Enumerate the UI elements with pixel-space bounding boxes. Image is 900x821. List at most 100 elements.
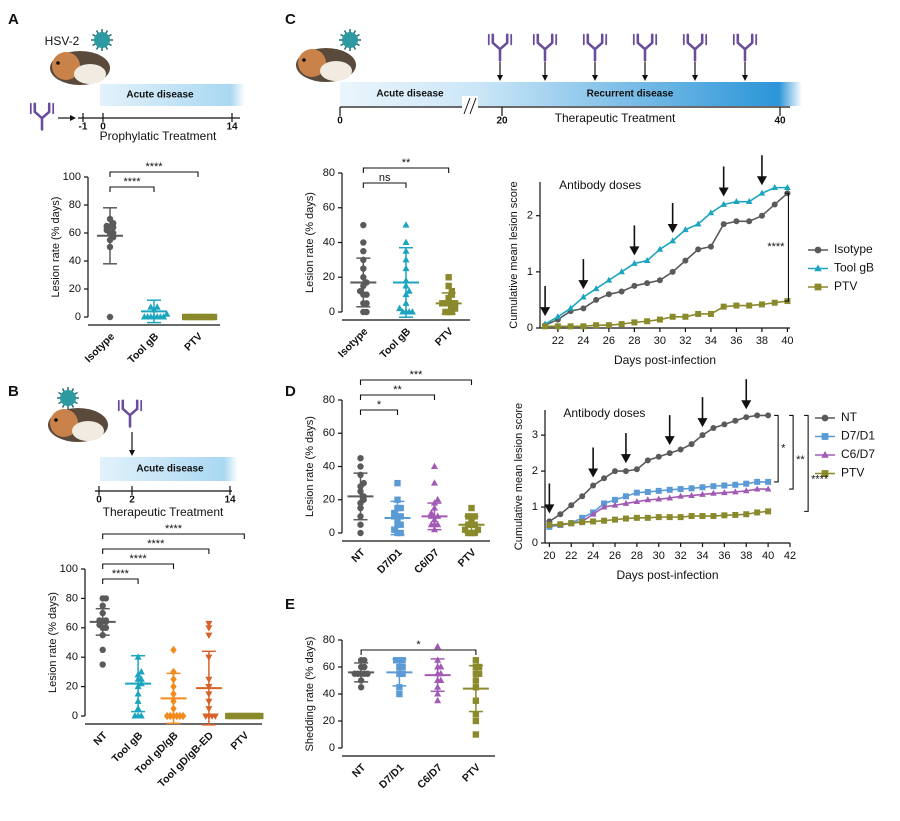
significance-bracket [102, 563, 175, 569]
panel-letter: E [285, 596, 295, 613]
marker [732, 417, 739, 424]
x-tick-label: C6/D7 [412, 546, 442, 576]
marker [707, 209, 715, 216]
marker [434, 696, 442, 704]
y-tick-label: 2 [532, 465, 538, 477]
axis-break [463, 97, 471, 115]
marker [732, 488, 739, 495]
guinea-pig-icon [50, 51, 110, 85]
marker [434, 690, 442, 697]
marker [699, 484, 706, 491]
marker [622, 468, 629, 475]
antibody-arm [29, 102, 55, 115]
x-tick-label: NT [350, 761, 369, 780]
marker [557, 521, 564, 528]
marker [695, 310, 702, 317]
y-tick-label: 0 [72, 710, 78, 722]
marker [720, 200, 727, 207]
marker [733, 198, 740, 205]
marker [357, 521, 364, 528]
marker [448, 308, 456, 316]
marker [475, 663, 483, 671]
timeline-tick-label: 0 [96, 495, 102, 506]
phase-label: Acute disease [376, 89, 444, 100]
antibody-arm [732, 33, 758, 46]
x-tick-label: Tool gB [378, 325, 414, 361]
marker [360, 221, 367, 229]
marker [592, 285, 600, 292]
antibody-arm [632, 33, 658, 46]
marker [743, 414, 750, 421]
timeline-tick-label: 14 [224, 495, 236, 506]
marker [396, 684, 403, 691]
marker [137, 668, 145, 675]
antibody-arm [582, 33, 608, 46]
legend-label: PTV [834, 279, 857, 293]
marker [399, 670, 406, 677]
marker [605, 276, 613, 283]
marker [557, 511, 564, 518]
marker [600, 503, 608, 510]
marker [765, 508, 772, 515]
marker [707, 310, 714, 317]
y-tick-label: 2 [527, 210, 533, 222]
virus-icon [339, 29, 361, 51]
marker [699, 490, 706, 497]
phase-label: Recurrent disease [587, 89, 674, 100]
y-axis-label: Cumulative mean lesion score [508, 181, 520, 328]
significance-label: *** [410, 369, 424, 381]
marker [397, 504, 404, 512]
marker [434, 495, 442, 503]
marker [102, 624, 110, 631]
antibody-arm [117, 399, 143, 412]
x-tick-label: 34 [705, 335, 717, 347]
x-tick-label: D7/D1 [377, 761, 407, 791]
marker [99, 602, 106, 609]
marker [472, 711, 480, 718]
y-axis-label: Lesion rate (% days) [304, 192, 316, 293]
legend-label: Isotype [834, 242, 873, 256]
marker [361, 663, 368, 671]
marker [394, 479, 401, 487]
marker [434, 642, 442, 650]
marker [427, 520, 435, 528]
significance-label: ** [393, 384, 402, 396]
axis-break [462, 96, 478, 116]
marker [472, 657, 480, 664]
marker [96, 621, 103, 629]
legend-label: PTV [841, 466, 864, 480]
y-tick-label: 0 [329, 527, 335, 539]
antibody-icon [582, 33, 608, 62]
marker [567, 323, 574, 330]
marker [360, 239, 367, 246]
significance-bracket [362, 182, 407, 188]
x-tick-label: 28 [631, 550, 643, 562]
marker [643, 257, 651, 264]
marker [821, 414, 829, 422]
pig-patch [50, 409, 78, 437]
marker [611, 501, 619, 508]
x-tick-label: 24 [577, 335, 589, 347]
x-tick-label: Tool gB [126, 330, 162, 366]
y-tick-label: 0 [75, 311, 81, 323]
significance-bracket [804, 414, 809, 512]
marker [699, 432, 706, 439]
x-tick-label: NT [91, 729, 110, 748]
x-tick-label: PTV [433, 326, 456, 349]
significance-label: **** [147, 538, 165, 550]
panel-letter: A [8, 11, 19, 28]
timeline-tick-label: 2 [129, 495, 135, 506]
x-tick-label: 36 [718, 550, 730, 562]
x-tick-label: 26 [609, 550, 621, 562]
marker [743, 511, 750, 518]
y-tick-label: 60 [66, 622, 78, 634]
virus-icon [57, 387, 79, 409]
marker [821, 470, 829, 477]
marker [612, 516, 618, 523]
significance-bracket [359, 379, 473, 385]
y-tick-label: 20 [323, 715, 335, 727]
marker [669, 313, 676, 320]
annotation: Antibody doses [559, 178, 641, 192]
marker [605, 322, 612, 329]
timeline-caption: Prophylatic Treatment [100, 129, 217, 143]
